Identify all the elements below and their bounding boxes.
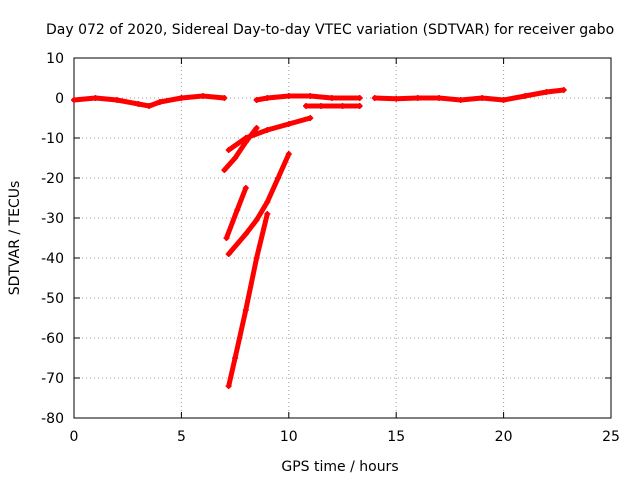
data-point [522,93,529,99]
data-point [318,103,325,109]
data-series [371,87,567,103]
y-tick-label: -50 [41,291,64,307]
data-point [242,307,249,313]
series-trace [226,151,292,257]
data-point [225,383,232,389]
x-axis: 0 5 10 15 20 25 [70,58,620,445]
data-point [356,103,363,109]
data-point [356,95,363,101]
data-point [264,199,271,205]
data-point [135,101,142,107]
data-point [275,175,282,181]
series-trace [224,185,249,241]
y-tick-label: -40 [41,251,64,267]
data-point [560,87,567,93]
data-point [242,185,249,191]
y-tick-label: -10 [41,131,64,147]
x-tick-label: 5 [177,429,186,445]
data-point [436,95,443,101]
data-point [234,207,241,213]
data-point [92,95,99,101]
data-series [71,93,228,109]
data-point [221,167,228,173]
data-point [543,89,550,95]
data-series [302,103,363,109]
data-point [225,147,232,153]
data-point [199,93,206,99]
data-point [178,95,185,101]
data-point [500,97,507,103]
data-points [71,87,567,389]
data-point [232,355,239,361]
data-series [223,185,249,241]
x-tick-label: 10 [280,429,298,445]
data-series [253,93,363,103]
data-point [71,97,77,103]
data-point [223,235,230,241]
data-point [479,95,486,101]
data-point [253,255,260,261]
data-point [253,217,260,223]
data-series [225,115,314,153]
data-point [232,155,239,161]
y-tick-label: 10 [46,51,64,67]
y-tick-label: -30 [41,211,64,227]
data-point [242,139,249,145]
data-point [225,251,232,257]
x-tick-label: 25 [602,429,620,445]
data-point [264,95,271,101]
data-series [225,151,292,257]
data-point [146,103,153,109]
data-point [307,93,314,99]
plot-frame [73,57,612,419]
data-point [285,93,292,99]
data-series [225,211,271,389]
series-trace [372,87,567,103]
data-point [371,95,378,101]
data-point [393,95,400,102]
data-point [285,151,292,157]
data-point [113,97,120,103]
data-point [328,95,335,101]
data-point [414,95,421,101]
data-point [339,103,346,109]
x-axis-label: GPS time / hours [281,459,398,475]
data-point [285,121,292,127]
data-point [302,103,309,109]
x-tick-label: 15 [387,429,405,445]
grid [74,58,611,418]
y-tick-label: 0 [55,91,64,107]
data-point [264,211,271,217]
y-tick-label: -20 [41,171,64,187]
series-trace [221,125,260,173]
data-point [221,95,228,101]
y-axis-label: SDTVAR / TECUs [7,181,23,296]
data-point [156,99,163,105]
data-point [253,97,260,103]
y-tick-label: -60 [41,331,64,347]
data-point [307,115,314,121]
y-tick-label: -80 [41,411,64,427]
data-point [457,97,464,103]
data-point [264,127,271,133]
chart-title: Day 072 of 2020, Sidereal Day-to-day VTE… [46,22,614,38]
x-tick-label: 20 [495,429,513,445]
y-tick-label: -70 [41,371,64,387]
data-point [253,125,260,131]
x-tick-label: 0 [70,429,79,445]
data-point [242,231,249,237]
data-series [221,125,260,173]
